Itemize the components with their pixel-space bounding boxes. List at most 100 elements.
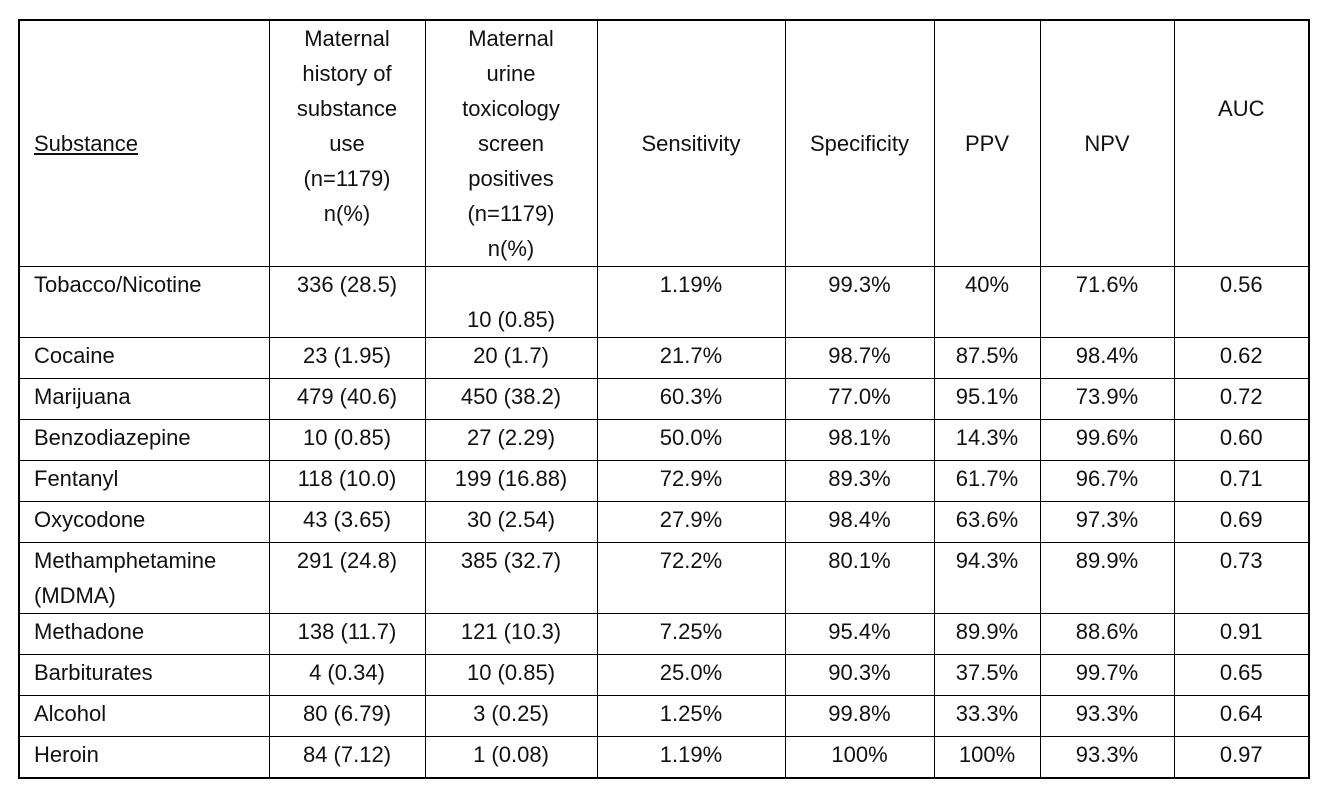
cell-sensitivity: 7.25%: [596, 613, 786, 655]
cell-auc: 0.56: [1173, 266, 1310, 338]
cell-npv: 73.9%: [1039, 378, 1175, 420]
cell-substance: Cocaine: [18, 337, 270, 379]
cell-substance-line: (MDMA): [34, 583, 116, 608]
header-line: urine: [486, 61, 536, 86]
cell-auc: 0.69: [1173, 501, 1310, 543]
cell-history: 43 (3.65): [268, 501, 426, 543]
table-row: Alcohol 80 (6.79) 3 (0.25) 1.25% 99.8% 3…: [18, 695, 1310, 737]
header-substance-label: Substance: [34, 131, 138, 156]
cell-urine: 199 (16.88): [424, 460, 598, 502]
cell-specificity: 98.7%: [784, 337, 935, 379]
cell-history: 118 (10.0): [268, 460, 426, 502]
cell-history: 138 (11.7): [268, 613, 426, 655]
cell-specificity: 99.8%: [784, 695, 935, 737]
cell-specificity: 95.4%: [784, 613, 935, 655]
cell-ppv: 37.5%: [933, 654, 1041, 696]
cell-auc: 0.91: [1173, 613, 1310, 655]
cell-npv: 71.6%: [1039, 266, 1175, 338]
cell-ppv: 95.1%: [933, 378, 1041, 420]
cell-specificity: 98.1%: [784, 419, 935, 461]
cell-sensitivity: 1.19%: [596, 266, 786, 338]
header-line: use: [329, 131, 365, 156]
cell-npv: 88.6%: [1039, 613, 1175, 655]
cell-substance: Methadone: [18, 613, 270, 655]
cell-substance: Barbiturates: [18, 654, 270, 696]
header-npv: NPV: [1039, 19, 1175, 267]
cell-specificity: 80.1%: [784, 542, 935, 614]
cell-ppv: 63.6%: [933, 501, 1041, 543]
header-line: Maternal: [468, 26, 554, 51]
header-line: positives: [468, 166, 554, 191]
cell-ppv: 87.5%: [933, 337, 1041, 379]
cell-npv: 99.7%: [1039, 654, 1175, 696]
header-line: n(%): [487, 236, 535, 261]
cell-urine: 10 (0.85): [424, 266, 598, 338]
cell-sensitivity: 1.19%: [596, 736, 786, 779]
cell-history: 479 (40.6): [268, 378, 426, 420]
cell-specificity: 100%: [784, 736, 935, 779]
header-line: n(%): [323, 201, 371, 226]
cell-sensitivity: 72.2%: [596, 542, 786, 614]
header-line: substance: [296, 96, 398, 121]
cell-sensitivity: 60.3%: [596, 378, 786, 420]
cell-substance-line: Methamphetamine: [34, 548, 217, 573]
cell-ppv: 100%: [933, 736, 1041, 779]
cell-substance: Tobacco/Nicotine: [18, 266, 270, 338]
table-row: Fentanyl 118 (10.0) 199 (16.88) 72.9% 89…: [18, 460, 1310, 502]
cell-ppv: 94.3%: [933, 542, 1041, 614]
cell-history: 84 (7.12): [268, 736, 426, 779]
cell-substance: Alcohol: [18, 695, 270, 737]
cell-substance: Oxycodone: [18, 501, 270, 543]
cell-urine: 20 (1.7): [424, 337, 598, 379]
cell-ppv: 89.9%: [933, 613, 1041, 655]
header-row: Substance Maternal history of substance …: [18, 19, 1310, 267]
header-line: Maternal: [304, 26, 390, 51]
cell-urine: 121 (10.3): [424, 613, 598, 655]
cell-substance: Fentanyl: [18, 460, 270, 502]
cell-auc: 0.71: [1173, 460, 1310, 502]
cell-sensitivity: 27.9%: [596, 501, 786, 543]
cell-npv: 93.3%: [1039, 695, 1175, 737]
cell-auc: 0.64: [1173, 695, 1310, 737]
cell-npv: 98.4%: [1039, 337, 1175, 379]
cell-urine: 450 (38.2): [424, 378, 598, 420]
cell-ppv: 61.7%: [933, 460, 1041, 502]
header-substance: Substance: [18, 19, 270, 267]
cell-history: 23 (1.95): [268, 337, 426, 379]
cell-npv: 99.6%: [1039, 419, 1175, 461]
header-maternal-urine-label: Maternal urine toxicology screen positiv…: [426, 21, 597, 266]
table-row: Benzodiazepine 10 (0.85) 27 (2.29) 50.0%…: [18, 419, 1310, 461]
cell-sensitivity: 21.7%: [596, 337, 786, 379]
cell-urine: 3 (0.25): [424, 695, 598, 737]
cell-history: 10 (0.85): [268, 419, 426, 461]
cell-urine: 27 (2.29): [424, 419, 598, 461]
cell-specificity: 90.3%: [784, 654, 935, 696]
cell-npv: 97.3%: [1039, 501, 1175, 543]
table-row: Tobacco/Nicotine 336 (28.5) 10 (0.85) 1.…: [18, 266, 1310, 338]
cell-history: 80 (6.79): [268, 695, 426, 737]
cell-history: 336 (28.5): [268, 266, 426, 338]
cell-auc: 0.60: [1173, 419, 1310, 461]
cell-urine: 30 (2.54): [424, 501, 598, 543]
cell-sensitivity: 72.9%: [596, 460, 786, 502]
cell-specificity: 98.4%: [784, 501, 935, 543]
header-maternal-history: Maternal history of substance use (n=117…: [268, 19, 426, 267]
cell-sensitivity: 1.25%: [596, 695, 786, 737]
cell-specificity: 99.3%: [784, 266, 935, 338]
cell-auc: 0.72: [1173, 378, 1310, 420]
cell-ppv: 33.3%: [933, 695, 1041, 737]
cell-substance: Methamphetamine (MDMA): [18, 542, 270, 614]
header-line: (n=1179): [303, 166, 391, 191]
cell-urine: 385 (32.7): [424, 542, 598, 614]
cell-ppv: 14.3%: [933, 419, 1041, 461]
cell-auc: 0.73: [1173, 542, 1310, 614]
header-line: toxicology: [462, 96, 560, 121]
cell-npv: 96.7%: [1039, 460, 1175, 502]
cell-substance: Marijuana: [18, 378, 270, 420]
header-maternal-history-label: Maternal history of substance use (n=117…: [270, 21, 425, 231]
header-maternal-urine: Maternal urine toxicology screen positiv…: [424, 19, 598, 267]
cell-sensitivity: 50.0%: [596, 419, 786, 461]
table-row: Cocaine 23 (1.95) 20 (1.7) 21.7% 98.7% 8…: [18, 337, 1310, 379]
cell-sensitivity: 25.0%: [596, 654, 786, 696]
header-sensitivity: Sensitivity: [596, 19, 786, 267]
